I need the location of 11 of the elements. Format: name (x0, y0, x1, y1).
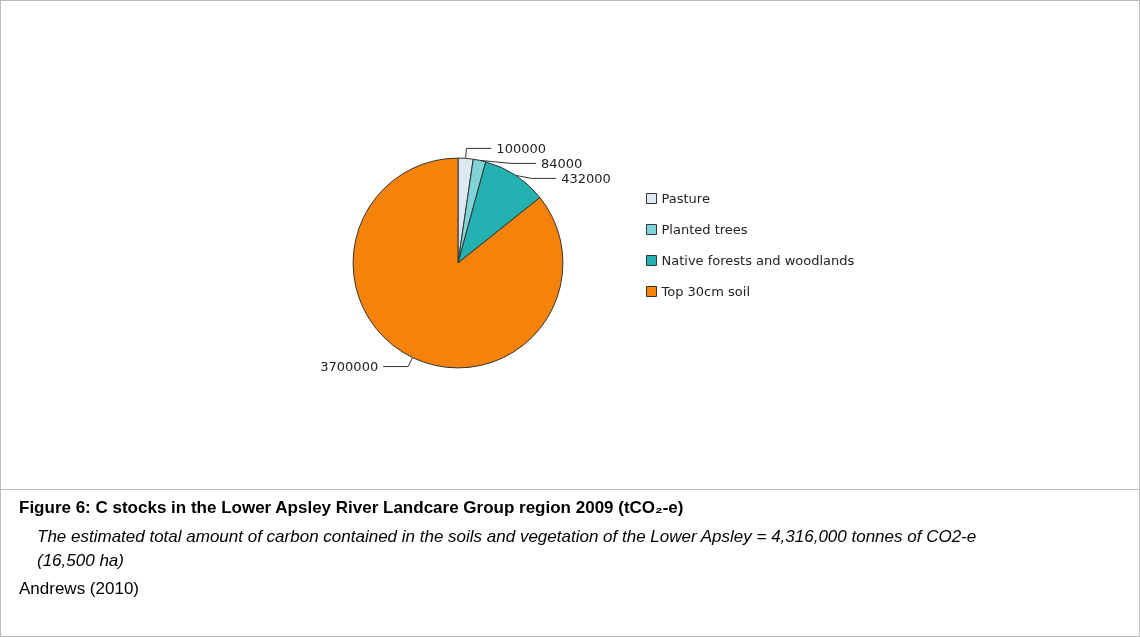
data-label: 3700000 (320, 359, 379, 375)
data-label: 432000 (561, 170, 611, 186)
text: Figure 6: C stocks in the Lower Apsley River Landcare Group region 2009 (tCO₂-e) (19, 498, 684, 518)
data-label: 84000 (541, 155, 583, 171)
data-label: 100000 (496, 140, 546, 156)
legend-label: Pasture (661, 191, 710, 206)
legend-label: Top 30cm soil (660, 284, 751, 299)
text: The estimated total amount of carbon contained in the soils and vegetation of the Lower Apsley = 4,316,000 tonnes of CO2-e (16,500 ha) (37, 526, 978, 572)
text: Andrews (2010) (19, 579, 140, 599)
legend-label: Native forests and woodlands (661, 253, 855, 268)
legend-label: Planted trees (661, 222, 748, 237)
